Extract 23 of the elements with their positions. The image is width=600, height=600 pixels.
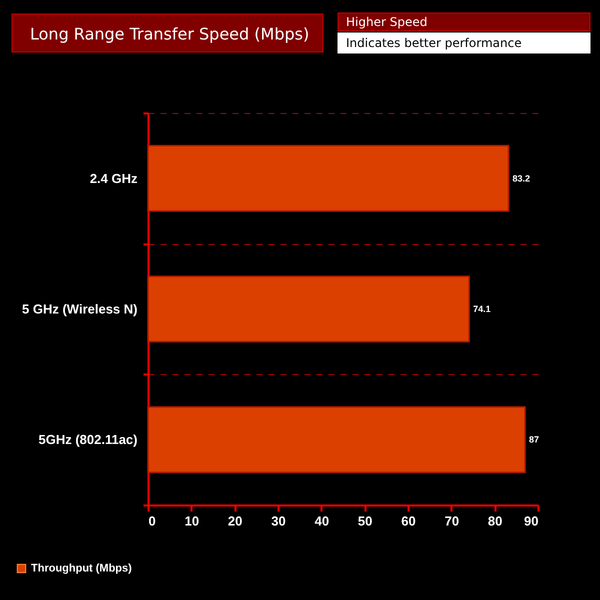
x-tick-label: 50 bbox=[358, 514, 372, 528]
data-label: 87 bbox=[529, 434, 540, 445]
bar bbox=[147, 276, 470, 342]
x-tick-label: 20 bbox=[228, 514, 242, 528]
x-tick-label: 30 bbox=[271, 514, 286, 528]
chart-title: Long Range Transfer Speed (Mbps) bbox=[30, 24, 310, 44]
y-tick-label: 5GHz (802.11ac) bbox=[38, 432, 138, 448]
data-label: 74.1 bbox=[473, 304, 491, 314]
x-tick-label: 40 bbox=[314, 514, 330, 528]
x-tick-label: 60 bbox=[401, 514, 416, 528]
y-tick-label: 5 GHz (Wireless N) bbox=[22, 302, 138, 316]
data-label: 83.2 bbox=[512, 173, 530, 184]
legend-label: Throughput (Mbps) bbox=[31, 562, 132, 574]
text: Higher Speed bbox=[346, 15, 428, 29]
bar bbox=[147, 406, 526, 474]
bar bbox=[147, 144, 510, 212]
x-tick-label: 80 bbox=[488, 514, 502, 528]
x-tick-label: 0 bbox=[148, 514, 156, 528]
y-tick-label: 2.4 GHz bbox=[90, 170, 138, 186]
text: Indicates better performance bbox=[346, 36, 522, 50]
x-tick-label: 90 bbox=[524, 514, 538, 528]
x-tick-label: 10 bbox=[184, 514, 200, 528]
x-tick-label: 70 bbox=[444, 514, 460, 528]
